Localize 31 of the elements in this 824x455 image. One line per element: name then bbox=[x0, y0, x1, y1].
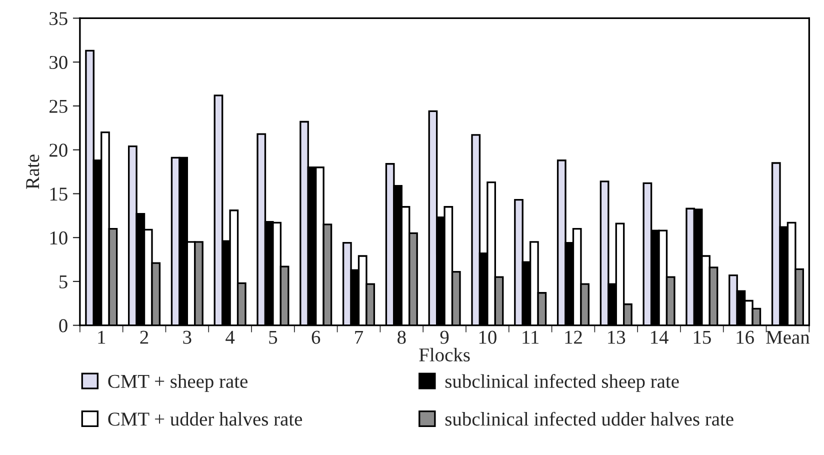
x-axis-title: Flocks bbox=[419, 348, 470, 362]
y-tick-label: 10 bbox=[50, 231, 68, 245]
x-tick-label: 3 bbox=[183, 330, 192, 344]
x-tick-label: 12 bbox=[565, 330, 582, 344]
legend-label: CMT + sheep rate bbox=[108, 374, 248, 392]
x-tick-label: 6 bbox=[312, 330, 320, 344]
x-tick-label: 7 bbox=[355, 330, 364, 344]
x-tick-label: 13 bbox=[608, 330, 626, 344]
x-tick-label: Mean bbox=[766, 330, 810, 344]
y-tick-label: 0 bbox=[59, 319, 68, 332]
x-tick-label: 5 bbox=[269, 330, 278, 344]
y-tick-label: 20 bbox=[50, 144, 68, 157]
legend-label: subclinical infected sheep rate bbox=[445, 374, 679, 392]
legend-label: subclinical infected udder halves rate bbox=[445, 412, 734, 426]
legend-label: CMT + udder halves rate bbox=[108, 412, 302, 426]
x-tick-label: 14 bbox=[651, 330, 668, 344]
x-tick-label: 9 bbox=[440, 330, 449, 344]
y-tick-label: 15 bbox=[50, 188, 68, 201]
x-tick-label: 11 bbox=[522, 330, 539, 344]
y-axis-title: Rate bbox=[26, 154, 40, 190]
x-tick-label: 8 bbox=[398, 330, 406, 344]
y-tick-label: 25 bbox=[50, 100, 68, 113]
x-tick-label: 10 bbox=[479, 330, 496, 344]
y-tick-label: 35 bbox=[50, 12, 68, 26]
x-tick-label: 1 bbox=[98, 330, 106, 344]
y-tick-label: 5 bbox=[60, 275, 68, 288]
x-tick-label: 2 bbox=[140, 330, 148, 344]
x-tick-label: 15 bbox=[694, 330, 711, 344]
x-tick-label: 16 bbox=[736, 330, 754, 344]
x-tick-label: 4 bbox=[226, 330, 235, 344]
y-tick-label: 30 bbox=[50, 56, 68, 70]
